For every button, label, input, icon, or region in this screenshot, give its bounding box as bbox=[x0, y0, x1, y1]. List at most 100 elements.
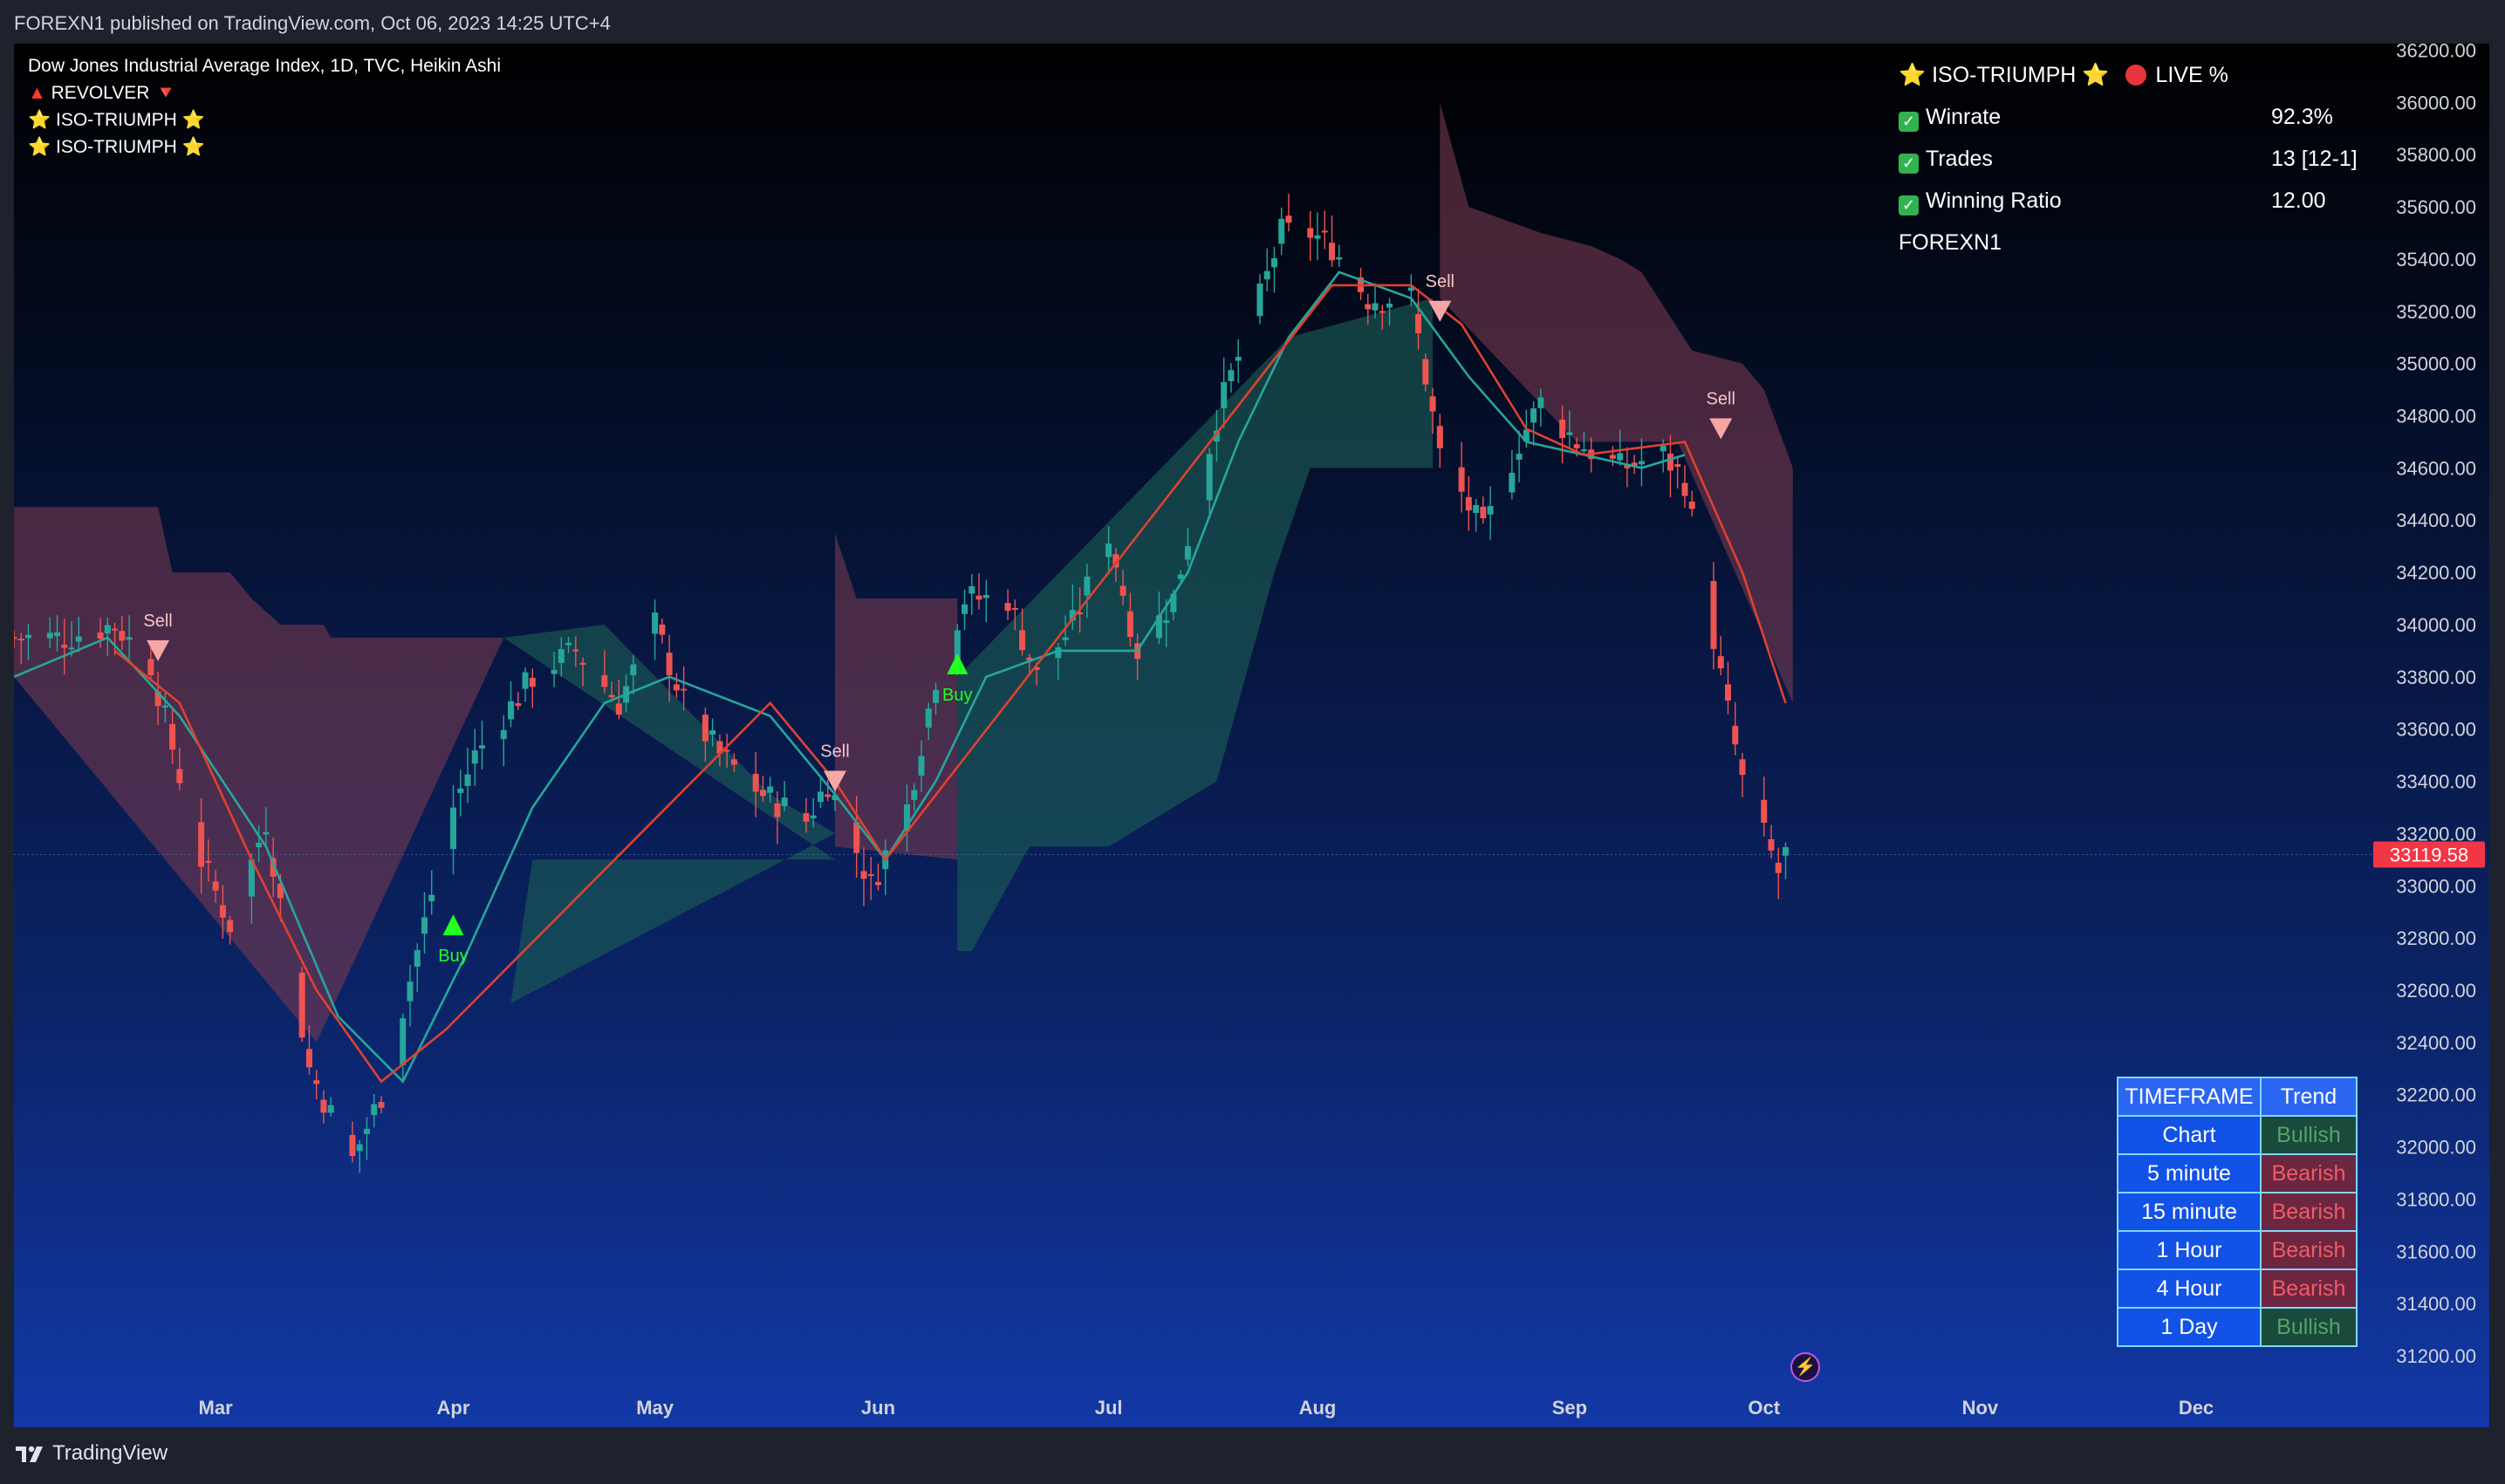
candle-body bbox=[1415, 314, 1422, 333]
candle-body bbox=[601, 675, 608, 687]
candle-body bbox=[962, 604, 968, 614]
y-axis-tick-label: 32400.00 bbox=[2396, 1032, 2476, 1054]
candle-body bbox=[450, 807, 457, 850]
y-axis-tick-label: 31200.00 bbox=[2396, 1345, 2476, 1367]
candle-body bbox=[219, 905, 226, 918]
legend-indicator-revolver[interactable]: ▲ REVOLVER 🔻 bbox=[28, 83, 177, 104]
candle-body bbox=[579, 662, 586, 665]
candle-body bbox=[1221, 381, 1228, 409]
bearish-cloud bbox=[835, 533, 958, 860]
y-axis-tick-label: 33200.00 bbox=[2396, 823, 2476, 845]
candle-body bbox=[608, 694, 615, 698]
chart-area[interactable]: Sell Buy Sell Buy Sell Sell 31200.00 31400.00 31… bbox=[14, 44, 2489, 1427]
candle-body bbox=[817, 791, 824, 803]
timeframe-cell: 5 minute bbox=[2117, 1153, 2262, 1193]
candle-body bbox=[1436, 426, 1443, 448]
candle-body bbox=[630, 664, 637, 676]
legend-indicator-iso-triumph-2[interactable]: ⭐ ISO-TRIUMPH ⭐ bbox=[28, 137, 205, 158]
bearish-cloud bbox=[14, 507, 504, 1043]
legend-indicator-iso-triumph-1[interactable]: ⭐ ISO-TRIUMPH ⭐ bbox=[28, 110, 205, 131]
candle-body bbox=[1674, 464, 1681, 468]
y-axis-tick-label: 32600.00 bbox=[2396, 980, 2476, 1002]
bullish-cloud bbox=[957, 297, 1434, 952]
price-chart[interactable]: Sell Buy Sell Buy Sell Sell 31200.00 31400.00 31… bbox=[14, 44, 2489, 1427]
candle-body bbox=[112, 628, 119, 631]
table-row: 1 Day Bullish bbox=[2117, 1307, 2358, 1347]
star-icon: ⭐ bbox=[181, 137, 205, 157]
candle-body bbox=[471, 750, 478, 764]
candle-body bbox=[270, 858, 277, 877]
footer-brand-name[interactable]: TradingView bbox=[52, 1441, 168, 1465]
star-icon: ⭐ bbox=[28, 110, 51, 130]
candle-body bbox=[313, 1080, 320, 1084]
candle-body bbox=[874, 881, 881, 886]
candle-body bbox=[1465, 496, 1472, 510]
star-icon: ⭐ bbox=[181, 110, 205, 130]
slow-ma-line bbox=[113, 284, 1787, 1084]
candle-body bbox=[1184, 546, 1191, 560]
candle-body bbox=[1033, 667, 1040, 670]
candle-body bbox=[716, 741, 723, 754]
x-axis-tick-label: Oct bbox=[1748, 1397, 1780, 1419]
candle-body bbox=[904, 804, 911, 831]
candle-body bbox=[464, 774, 471, 786]
candle-body bbox=[1026, 657, 1033, 661]
candle-body bbox=[529, 677, 536, 687]
candle-body bbox=[212, 881, 219, 891]
candle-body bbox=[1768, 838, 1775, 851]
candle-body bbox=[759, 790, 766, 797]
candle-body bbox=[615, 703, 622, 715]
sell-arrow-icon bbox=[147, 639, 170, 661]
candle-body bbox=[263, 831, 270, 835]
trend-cell: Bearish bbox=[2260, 1269, 2358, 1309]
star-icon: ⭐ bbox=[2082, 63, 2110, 87]
star-icon: ⭐ bbox=[28, 137, 51, 157]
candle-body bbox=[1119, 585, 1126, 596]
candle-body bbox=[1011, 607, 1018, 610]
candle-body bbox=[1638, 461, 1645, 465]
x-axis-tick-label: Sep bbox=[1552, 1397, 1587, 1419]
tradingview-logo-icon[interactable] bbox=[14, 1443, 49, 1464]
timeframe-cell: Chart bbox=[2117, 1115, 2262, 1155]
y-axis-tick-label: 34400.00 bbox=[2396, 509, 2476, 531]
candle-body bbox=[1609, 455, 1616, 459]
timeframe-cell: 4 Hour bbox=[2117, 1269, 2262, 1309]
candle-body bbox=[752, 773, 759, 792]
candle-body bbox=[400, 1018, 407, 1065]
x-axis-tick-label: Nov bbox=[1962, 1397, 1999, 1419]
candle-body bbox=[1278, 218, 1285, 244]
candle-body bbox=[256, 842, 263, 848]
candle-body bbox=[1739, 759, 1746, 776]
last-price-badge bbox=[2373, 841, 2485, 868]
candle-body bbox=[1688, 501, 1695, 509]
indicator-name: REVOLVER bbox=[51, 83, 150, 103]
candle-body bbox=[810, 815, 817, 818]
y-axis-tick-label: 31600.00 bbox=[2396, 1241, 2476, 1262]
sell-arrow-icon bbox=[1428, 300, 1452, 322]
y-axis-tick-label: 34200.00 bbox=[2396, 562, 2476, 584]
candle-body bbox=[46, 633, 53, 639]
candle-body bbox=[161, 705, 168, 708]
candle-body bbox=[982, 594, 989, 598]
candle-body bbox=[17, 639, 24, 641]
x-axis-tick-label: Dec bbox=[2179, 1397, 2214, 1419]
candle-body bbox=[1228, 370, 1235, 381]
table-header-row: TIMEFRAME Trend bbox=[2117, 1077, 2358, 1117]
candle-body bbox=[659, 624, 666, 635]
lightning-bolt-icon[interactable]: ⚡ bbox=[1790, 1352, 1820, 1382]
candle-body bbox=[147, 659, 154, 675]
candle-body bbox=[349, 1134, 356, 1157]
candle-body bbox=[925, 708, 932, 728]
candle-body bbox=[75, 636, 82, 642]
publish-header: FOREXN1 published on TradingView.com, Oc… bbox=[0, 0, 2505, 44]
stats-row-winrate: ✓ Winrate 92.3% bbox=[1899, 105, 2333, 136]
x-axis-tick-label: Aug bbox=[1299, 1397, 1337, 1419]
candle-body bbox=[1004, 603, 1011, 612]
sell-arrow-icon bbox=[823, 770, 846, 792]
candle-body bbox=[860, 871, 867, 879]
candle-body bbox=[774, 803, 781, 817]
candle-body bbox=[154, 691, 161, 707]
stats-label: Trades bbox=[1926, 147, 1993, 171]
candle-body bbox=[508, 701, 515, 720]
candle-body bbox=[1732, 725, 1739, 745]
